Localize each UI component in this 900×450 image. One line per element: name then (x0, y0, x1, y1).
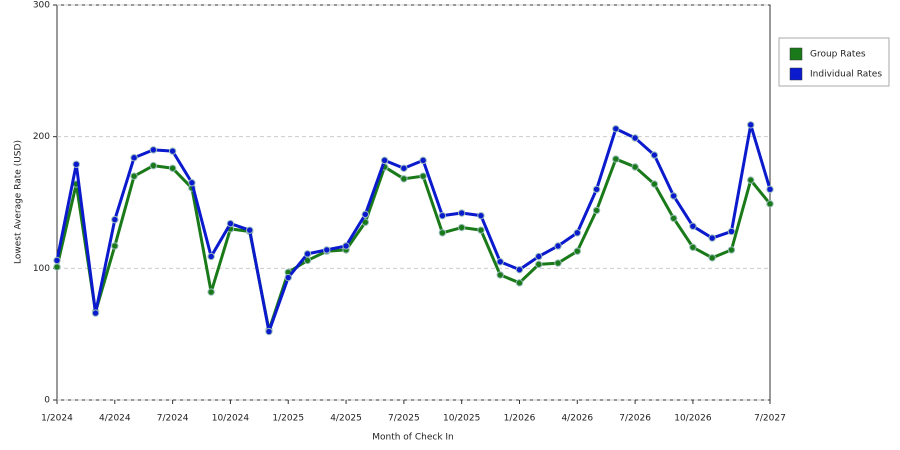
data-point (149, 161, 158, 170)
data-point (72, 160, 80, 169)
x-tick-label: 7/2025 (388, 414, 420, 424)
data-point (689, 222, 697, 230)
data-point (650, 151, 659, 159)
data-point (573, 247, 581, 255)
data-point (265, 327, 273, 336)
data-point (573, 229, 581, 237)
legend-swatch (789, 47, 803, 61)
y-tick-label: 300 (33, 1, 50, 11)
data-point (438, 211, 447, 220)
data-point (592, 185, 601, 194)
data-point (111, 215, 119, 224)
data-point (457, 223, 466, 232)
data-point (631, 163, 639, 171)
data-point (284, 273, 292, 282)
x-tick-label: 4/2025 (330, 414, 362, 424)
data-point (669, 192, 678, 200)
data-point (689, 243, 697, 251)
data-point (612, 155, 620, 163)
legend-swatch (789, 67, 803, 81)
data-point (130, 154, 138, 162)
data-point (477, 211, 485, 220)
x-tick-label: 1/2025 (272, 414, 304, 424)
data-point (766, 200, 774, 208)
data-point (554, 242, 562, 250)
data-point (168, 147, 177, 155)
x-tick-label: 10/2024 (212, 414, 250, 424)
data-point (246, 226, 254, 234)
data-point (91, 309, 100, 317)
data-point (188, 179, 196, 187)
data-point (438, 229, 447, 237)
data-point (631, 134, 639, 142)
data-point (496, 258, 504, 266)
legend-label: Individual Rates (810, 70, 882, 80)
data-point (766, 185, 774, 194)
x-tick-label: 10/2025 (443, 414, 480, 424)
data-point (323, 246, 331, 254)
data-point (168, 164, 177, 172)
x-tick-label: 4/2026 (561, 414, 593, 424)
x-tick-label: 10/2026 (674, 414, 712, 424)
data-point (53, 263, 61, 271)
x-tick-label: 1/2024 (41, 414, 73, 424)
data-point (747, 176, 755, 184)
data-point (535, 260, 543, 269)
data-point (708, 254, 716, 262)
x-axis-label: Month of Check In (372, 433, 454, 443)
data-point (226, 219, 235, 228)
data-point (650, 180, 659, 188)
data-point (727, 246, 736, 254)
data-point (496, 271, 504, 279)
data-point (477, 226, 485, 234)
x-tick-label: 4/2024 (99, 414, 131, 424)
data-point (612, 125, 620, 133)
data-point (727, 227, 736, 236)
data-point (207, 252, 215, 261)
x-tick-label: 7/2026 (619, 414, 651, 424)
data-point (207, 288, 215, 296)
data-point (419, 156, 427, 165)
data-point (708, 234, 716, 242)
data-point (515, 279, 524, 287)
data-point (53, 256, 61, 265)
data-point (457, 209, 466, 217)
data-point (149, 146, 158, 154)
data-point (400, 164, 408, 172)
series-line (55, 123, 772, 334)
data-point (419, 172, 427, 180)
data-point (342, 242, 350, 250)
x-tick-label: 7/2024 (157, 414, 189, 424)
data-point (380, 156, 389, 165)
legend-label: Group Rates (810, 50, 866, 60)
data-point (515, 265, 524, 274)
data-point (111, 242, 119, 250)
data-point (130, 172, 138, 180)
data-point (535, 252, 543, 261)
data-point (361, 210, 370, 219)
y-tick-label: 200 (33, 132, 50, 142)
data-point (747, 121, 755, 129)
y-tick-label: 100 (33, 264, 50, 274)
data-point (592, 206, 601, 215)
x-tick-label: 7/2027 (754, 414, 786, 424)
data-point (303, 250, 312, 258)
y-tick-label: 0 (44, 396, 50, 406)
data-point (400, 175, 408, 183)
data-point (669, 214, 678, 223)
data-point (554, 259, 562, 267)
x-tick-label: 1/2026 (504, 414, 536, 424)
series-line (55, 157, 772, 332)
y-axis-label: Lowest Average Rate (USD) (14, 140, 24, 264)
